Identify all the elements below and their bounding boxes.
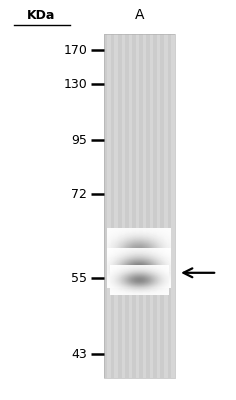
- Bar: [146, 34, 150, 378]
- Bar: [125, 34, 129, 378]
- Text: 170: 170: [63, 44, 87, 56]
- Bar: [104, 34, 175, 378]
- Bar: [122, 34, 125, 378]
- Text: 95: 95: [72, 134, 87, 146]
- Bar: [136, 34, 139, 378]
- Bar: [111, 34, 114, 378]
- Bar: [143, 34, 146, 378]
- Text: KDa: KDa: [27, 9, 55, 22]
- Text: 72: 72: [72, 188, 87, 200]
- Bar: [132, 34, 136, 378]
- Bar: [104, 34, 107, 378]
- Bar: [139, 34, 143, 378]
- Text: 55: 55: [71, 272, 87, 284]
- Bar: [114, 34, 118, 378]
- Bar: [150, 34, 153, 378]
- Bar: [129, 34, 132, 378]
- Text: A: A: [135, 8, 144, 22]
- Bar: [153, 34, 157, 378]
- Bar: [118, 34, 122, 378]
- Bar: [171, 34, 175, 378]
- Bar: [168, 34, 171, 378]
- Text: 43: 43: [72, 348, 87, 360]
- Bar: [107, 34, 111, 378]
- Bar: [160, 34, 164, 378]
- Bar: [157, 34, 160, 378]
- Text: 130: 130: [63, 78, 87, 90]
- Bar: [164, 34, 168, 378]
